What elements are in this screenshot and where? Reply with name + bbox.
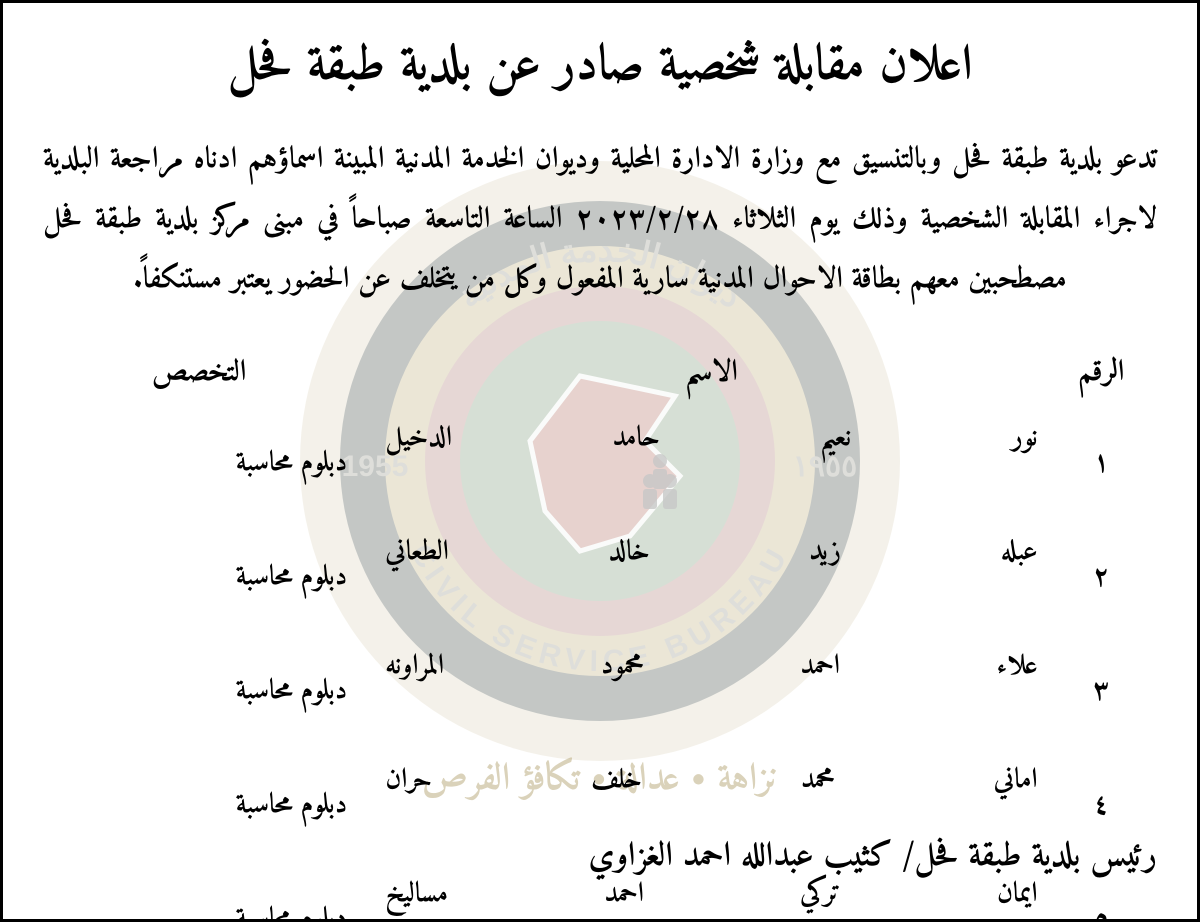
header-number: الرقم bbox=[1046, 341, 1157, 406]
cell-spec: دبلوم محاسبة bbox=[43, 406, 377, 520]
cell-spec: دبلوم محاسبة bbox=[43, 634, 377, 748]
cell-name: عبله زيد خالد الطعاني bbox=[377, 520, 1045, 634]
cell-number: ١ bbox=[1046, 406, 1157, 520]
header-specialization: التخصص bbox=[43, 341, 377, 406]
table-row: ١ نور نعيم حامد الدخيل دبلوم محاسبة bbox=[43, 406, 1157, 520]
table-row: ٣ علاء احمد محمود المراونه دبلوم محاسبة bbox=[43, 634, 1157, 748]
mayor-signature: رئيس بلدية طبقة فحل/ كثيب عبدالله احمد ا… bbox=[43, 827, 1157, 887]
announcement-title: اعلان مقابلة شخصية صادر عن بلدية طبقة فح… bbox=[43, 23, 1157, 111]
announcement-body: تدعو بلدية طبقة فحل وبالتنسيق مع وزارة ا… bbox=[43, 131, 1157, 311]
cell-number: ٢ bbox=[1046, 520, 1157, 634]
cell-number: ٣ bbox=[1046, 634, 1157, 748]
cell-spec: دبلوم محاسبة bbox=[43, 520, 377, 634]
header-name: الاسم bbox=[377, 341, 1045, 406]
cell-name: نور نعيم حامد الدخيل bbox=[377, 406, 1045, 520]
table-row: ٢ عبله زيد خالد الطعاني دبلوم محاسبة bbox=[43, 520, 1157, 634]
announcement-page: ديوان الخدمة المدنية CIVIL SERVICE BUREA… bbox=[0, 0, 1200, 922]
document-content: اعلان مقابلة شخصية صادر عن بلدية طبقة فح… bbox=[3, 3, 1197, 922]
table-header: الرقم الاسم التخصص bbox=[43, 341, 1157, 406]
cell-name: علاء احمد محمود المراونه bbox=[377, 634, 1045, 748]
